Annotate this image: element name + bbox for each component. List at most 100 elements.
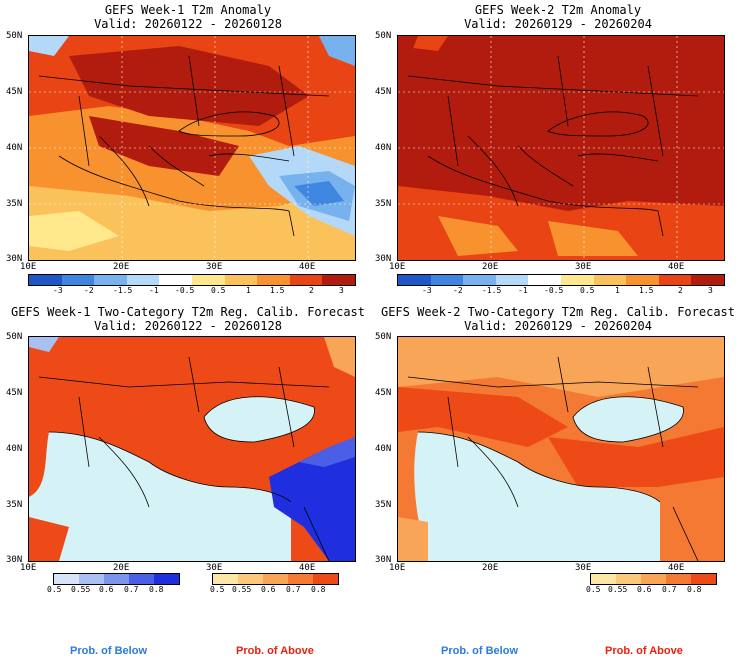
lat-label: 35N [6,199,23,209]
lat-label: 45N [375,87,392,97]
cb-tick: -2 [84,286,94,295]
lon-label: 30E [575,262,592,272]
lat-label: 50N [375,332,392,342]
lat-label: 50N [6,332,23,342]
lon-label: 20E [113,563,130,573]
panel1-valid: Valid: 20260122 - 20260128 [94,17,282,31]
cb-tick: 1 [246,286,251,295]
colorbar-swatch [126,275,160,285]
legend-prob-above: Prob. of Above [605,645,683,657]
colorbar-swatch [257,275,290,285]
cb-tick: 0.55 [71,585,91,594]
lon-label: 10E [389,262,406,272]
cb-tick: 0.8 [149,585,164,594]
lon-label: 30E [575,563,592,573]
panel3-map [28,336,356,562]
colorbar-swatch [288,574,313,584]
lon-label: 10E [20,262,37,272]
cb-tick: 0.5 [210,585,225,594]
lon-label: 40E [668,262,685,272]
cb-tick: -1.5 [482,286,502,295]
colorbar-swatch [641,574,666,584]
cb-tick: 1.5 [270,286,285,295]
cb-tick: 0.6 [261,585,276,594]
colorbar-swatch [129,574,154,584]
cb-tick: -1 [149,286,159,295]
cb-tick: 1.5 [639,286,654,295]
lat-label: 45N [375,388,392,398]
lat-label: 35N [6,500,23,510]
colorbar-swatch [658,275,692,285]
colorbar-swatch [528,275,561,285]
colorbar-swatch [313,574,338,584]
panel3-valid: Valid: 20260122 - 20260128 [94,319,282,333]
cb-tick: 3 [339,286,344,295]
cb-tick: 2 [678,286,683,295]
cb-tick: -3 [53,286,63,295]
colorbar-swatch [398,275,431,285]
lat-label: 40N [375,143,392,153]
legend-prob-below: Prob. of Below [70,645,147,657]
lat-label: 35N [375,199,392,209]
colorbar-swatch [691,574,716,584]
colorbar-swatch [104,574,129,584]
cb-tick: 0.7 [662,585,677,594]
lat-label: 45N [6,388,23,398]
colorbar-swatch [54,574,79,584]
lat-label: 35N [375,500,392,510]
colorbar-swatch [61,275,95,285]
panel2-title: GEFS Week-2 T2m Anomaly [474,3,642,17]
colorbar-swatch [495,275,529,285]
panel4-title: GEFS Week-2 Two-Category T2m Reg. Calib.… [380,305,735,319]
colorbar-swatch [616,574,641,584]
lat-label: 30N [6,254,23,264]
colorbar-swatch [263,574,288,584]
panel4-map [397,336,725,562]
above-colorbar [212,573,339,585]
lon-label: 30E [206,563,223,573]
lat-label: 50N [6,31,23,41]
lat-label: 40N [6,143,23,153]
colorbar-swatch [666,574,691,584]
colorbar-swatch [191,275,225,285]
colorbar-swatch [238,574,263,584]
colorbar-swatch [430,275,464,285]
cb-tick: 0.55 [608,585,628,594]
colorbar-swatch [159,275,192,285]
colorbar-swatch [591,574,616,584]
cb-tick: 0.6 [99,585,114,594]
panel2-valid: Valid: 20260129 - 20260204 [464,17,652,31]
cb-tick: -2 [453,286,463,295]
colorbar-swatch [29,275,62,285]
panel1-map [28,35,356,261]
lat-label: 50N [375,31,392,41]
cb-tick: 3 [708,286,713,295]
colorbar-swatch [691,275,724,285]
cb-tick: 0.7 [286,585,301,594]
panel4-valid: Valid: 20260129 - 20260204 [464,319,652,333]
above-colorbar [590,573,717,585]
colorbar-swatch [626,275,659,285]
colorbar-swatch [79,574,104,584]
colorbar-swatch [593,275,627,285]
lon-label: 20E [113,262,130,272]
colorbar-swatch [322,275,355,285]
panel1-title: GEFS Week-1 T2m Anomaly [104,3,272,17]
colorbar-swatch [213,574,238,584]
panel2-map [397,35,725,261]
lon-label: 30E [206,262,223,272]
colorbar-swatch [560,275,594,285]
lon-label: 40E [668,563,685,573]
cb-tick: 0.8 [311,585,326,594]
cb-tick: -0.5 [544,286,564,295]
cb-tick: 0.5 [47,585,62,594]
legend-prob-below: Prob. of Below [441,645,518,657]
cb-tick: 0.55 [232,585,252,594]
cb-tick: 0.5 [586,585,601,594]
cb-tick: 2 [309,286,314,295]
cb-tick: -0.5 [175,286,195,295]
lat-label: 40N [375,444,392,454]
colorbar-swatch [289,275,323,285]
lat-label: 45N [6,87,23,97]
lat-label: 30N [6,555,23,565]
